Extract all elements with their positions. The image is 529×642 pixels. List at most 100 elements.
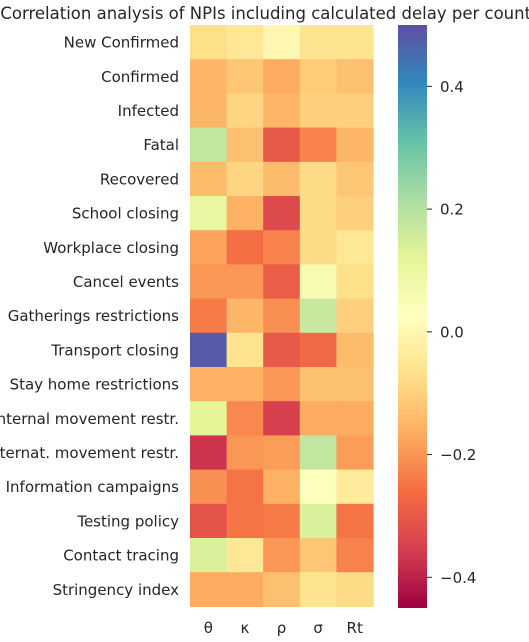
heatmap-cell [263,196,301,231]
heatmap-cell [263,264,301,300]
heatmap-cell [336,503,374,539]
heatmap-cell [299,161,337,197]
heatmap-cell [263,469,301,505]
heatmap-cell [263,503,301,539]
heatmap-cell [226,503,264,539]
heatmap-cell [263,298,301,334]
colorbar-tick-label: −0.2 [440,446,476,464]
heatmap-cell [190,264,228,300]
heatmap-cell [336,161,374,197]
heatmap-cell [190,161,228,197]
heatmap-cell [299,264,337,300]
heatmap-cell [190,332,228,368]
colorbar-tick-label: −0.4 [440,569,476,587]
heatmap-cell [226,332,264,368]
heatmap-cell [336,93,374,129]
row-labels: New Confirmed Confirmed Infected Fatal Recov… [0,34,179,599]
heatmap-cell [190,503,228,539]
heatmap-cell [190,127,228,163]
heatmap-cell [299,127,337,163]
colorbar-tick-label: 0.4 [440,78,464,96]
heatmap-cell [190,469,228,505]
row-label: Transport closing [50,341,179,359]
heatmap-cell [336,298,374,334]
heatmap-cell [336,538,374,573]
row-label: Recovered [100,170,179,188]
heatmap-cell [226,196,264,231]
column-label: κ [240,619,249,637]
heatmap-cell [299,572,337,607]
heatmap-cell [299,298,337,334]
heatmap-cell [263,127,301,163]
heatmap-cell [226,25,264,60]
heatmap-cell [299,196,337,231]
heatmap-cell [226,93,264,129]
heatmap-cell [299,25,337,60]
row-label: Stringency index [53,581,180,599]
heatmap-cell [336,127,374,163]
heatmap-cell [263,332,301,368]
heatmap-cell [299,435,337,471]
heatmap-cell [336,196,374,231]
heatmap-cell [299,59,337,94]
heatmap-cell [263,230,301,265]
colorbar-tick-label: 0.0 [440,323,464,341]
heatmap-cell [190,230,228,265]
heatmap-cell [226,469,264,505]
heatmap-cell [263,367,301,402]
heatmap-cell [299,332,337,368]
colorbar: 0.4 0.2 0.0 −0.2 −0.4 [398,25,476,608]
heatmap-cell [336,332,374,368]
heatmap-cell [299,93,337,129]
row-label: Testing policy [76,512,179,530]
column-label: Rt [347,619,363,637]
colorbar-tick-label: 0.2 [440,201,464,219]
heatmap-cell [226,401,264,436]
heatmap-cell [226,264,264,300]
heatmap-cell [299,367,337,402]
column-labels: θ κ ρ σ Rt [204,619,363,637]
heatmap-cell [336,401,374,436]
heatmap-cell [263,93,301,129]
chart-title: Correlation analysis of NPIs including c… [0,4,529,23]
heatmap-cell [263,572,301,607]
row-label: Gatherings restrictions [8,307,179,325]
column-label: θ [204,619,213,637]
heatmap-cell [263,401,301,436]
row-label: School closing [72,205,179,223]
heatmap-cell [336,230,374,265]
heatmap-cell [226,59,264,94]
heatmap-cell [299,401,337,436]
heatmap-cell [263,538,301,573]
row-label: Internal movement restr. [0,410,179,428]
heatmap-cell [263,25,301,60]
heatmap-cell [190,538,228,573]
row-label: Stay home restrictions [10,376,180,394]
heatmap-cell [190,367,228,402]
heatmap-cell [336,59,374,94]
row-label: Internat. movement restr. [0,444,179,462]
heatmap-cell [336,264,374,300]
row-label: Cancel events [73,273,179,291]
heatmap-cell [299,469,337,505]
heatmap-cells [190,25,374,607]
row-label: Information campaigns [6,478,180,496]
heatmap-cell [336,469,374,505]
heatmap-cell [226,538,264,573]
heatmap-cell [190,572,228,607]
heatmap-cell [226,161,264,197]
row-label: New Confirmed [64,34,179,52]
row-label: Contact tracing [63,547,179,565]
heatmap-cell [299,503,337,539]
heatmap-cell [226,230,264,265]
heatmap-cell [190,25,228,60]
row-label: Infected [118,102,179,120]
heatmap-cell [226,572,264,607]
heatmap-cell [226,435,264,471]
column-label: σ [313,619,323,637]
heatmap-cell [336,367,374,402]
heatmap-cell [336,25,374,60]
heatmap-cell [263,435,301,471]
heatmap-cell [299,230,337,265]
heatmap-cell [226,298,264,334]
